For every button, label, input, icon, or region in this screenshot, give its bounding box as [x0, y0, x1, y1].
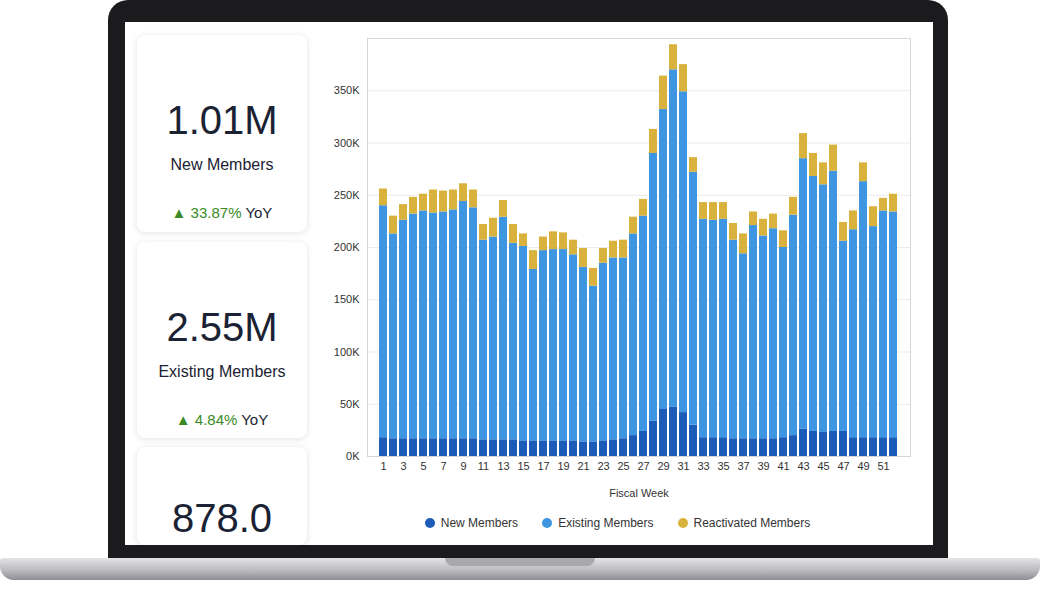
- svg-text:29: 29: [657, 460, 669, 472]
- svg-text:41: 41: [777, 460, 789, 472]
- svg-text:33: 33: [697, 460, 709, 472]
- html-text:New Members: New Members: [440, 516, 519, 530]
- svg-text:15: 15: [517, 460, 529, 472]
- svg-text:350K: 350K: [334, 84, 360, 96]
- svg-text:7: 7: [440, 460, 446, 472]
- svg-text:31: 31: [677, 460, 689, 472]
- svg-text:25: 25: [617, 460, 629, 472]
- html-text:2.55M: 2.55M: [166, 305, 278, 349]
- svg-text:9: 9: [460, 460, 466, 472]
- svg-text:47: 47: [837, 460, 849, 472]
- svg-text:43: 43: [797, 460, 809, 472]
- svg-text:17: 17: [537, 460, 549, 472]
- svg-text:Fiscal Week: Fiscal Week: [609, 487, 669, 499]
- html-text:Reactivated Members: Reactivated Members: [693, 516, 811, 530]
- svg-text:250K: 250K: [334, 189, 360, 201]
- svg-text:39: 39: [757, 460, 769, 472]
- svg-text:5: 5: [420, 460, 426, 472]
- svg-text:27: 27: [637, 460, 649, 472]
- svg-text:300K: 300K: [334, 137, 360, 149]
- html-text:878.0: 878.0: [171, 496, 272, 540]
- svg-text:51: 51: [877, 460, 889, 472]
- svg-text:49: 49: [857, 460, 869, 472]
- svg-text:3: 3: [400, 460, 406, 472]
- svg-text:19: 19: [557, 460, 569, 472]
- html-text:New Members: New Members: [170, 156, 274, 173]
- html-text:▲ 4.84% YoY: ▲ 4.84% YoY: [175, 411, 269, 428]
- html-text:Existing Members: Existing Members: [158, 363, 286, 380]
- svg-text:0K: 0K: [346, 450, 360, 462]
- svg-text:200K: 200K: [334, 241, 360, 253]
- svg-text:50K: 50K: [340, 398, 360, 410]
- svg-text:11: 11: [478, 460, 489, 472]
- svg-text:13: 13: [497, 460, 509, 472]
- svg-text:100K: 100K: [334, 346, 360, 358]
- svg-text:150K: 150K: [334, 293, 360, 305]
- svg-text:45: 45: [817, 460, 829, 472]
- svg-text:23: 23: [597, 460, 609, 472]
- svg-text:1: 1: [380, 460, 386, 472]
- svg-text:37: 37: [737, 460, 749, 472]
- html-text:▲ 33.87% YoY: ▲ 33.87% YoY: [171, 204, 273, 221]
- svg-text:35: 35: [717, 460, 729, 472]
- svg-text:21: 21: [577, 460, 589, 472]
- html-text:Existing Members: Existing Members: [558, 516, 654, 530]
- html-text:1.01M: 1.01M: [166, 98, 278, 142]
